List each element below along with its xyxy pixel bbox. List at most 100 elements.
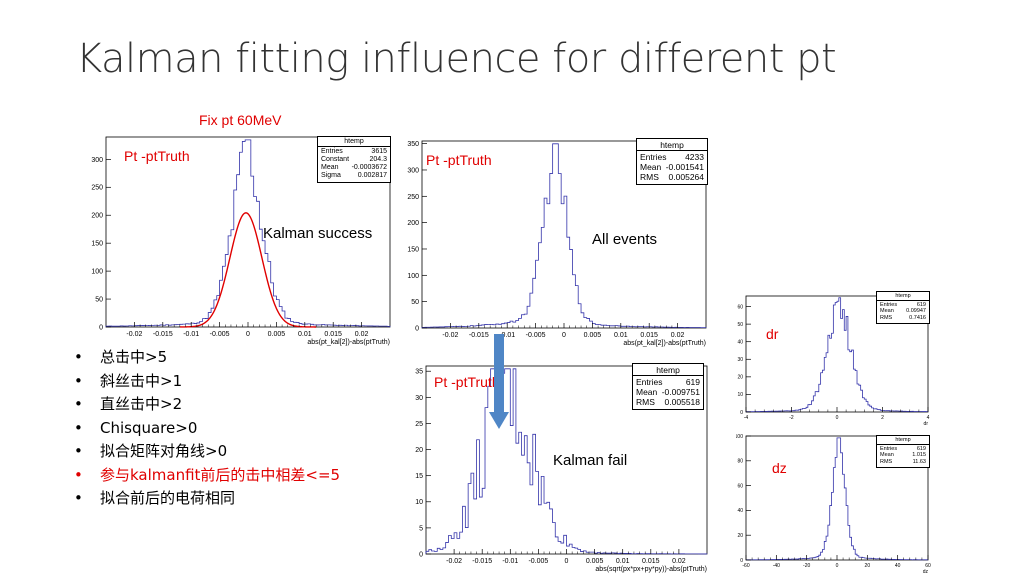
x-tick-label: 0 [246,331,250,338]
plot-all-events: -0.02 -0.015 -0.01 -0.005 0 0.005 0.01 0.015 0.0… [398,137,710,354]
criteria-item: 总击中>5 [72,346,340,370]
criteria-item: 斜丝击中>1 [72,370,340,394]
x-tick-label: 0.02 [355,331,369,338]
x-tick-label: 0 [836,415,839,421]
y-tick-label: 0 [99,324,103,331]
criteria-item: 拟合矩阵对角线>0 [72,440,340,464]
stats-value: 11.63 [912,458,926,465]
stats-row: Mean -0.0003672 [321,164,387,172]
stats-title: htemp [633,365,703,376]
x-tick-label: -0.015 [469,332,489,339]
stats-row: Mean -0.009751 [636,387,700,397]
down-arrow-icon [489,334,509,429]
series-label-all: Pt -ptTruth [426,152,492,168]
stats-key: RMS [636,397,655,407]
histogram-all-events: -0.02 -0.015 -0.01 -0.005 0 0.005 0.01 0.015 0.0… [407,140,707,347]
stats-box-success: htemp Entries 3615 Constant 204.3 Mean -0.0003… [317,136,391,183]
y-tick-label: 100 [736,434,743,440]
stats-value: 0.005264 [668,172,704,182]
y-tick-label: 100 [407,273,419,280]
y-tick-label: 30 [415,395,423,402]
y-tick-label: 50 [737,322,743,328]
y-tick-label: 0 [740,410,743,416]
stats-value: -0.0003672 [351,164,387,171]
y-tick-label: 20 [737,375,743,381]
x-tick-label: 0 [562,332,566,339]
stats-box-dz: htemp Entries 619 Mean 1.015 RMS 11.63 [876,435,930,468]
stats-value: 3615 [371,148,387,155]
x-tick-label: -0.02 [446,558,462,565]
x-tick-label: 4 [927,415,930,421]
series-label-dr: dr [766,326,779,342]
stats-key: Constant [321,156,350,163]
histogram-line [745,437,929,561]
stats-row: Entries 619 [636,377,700,387]
x-tick-label: -0.005 [528,558,548,565]
x-tick-label: 0.005 [584,332,602,339]
x-tick-label: -20 [803,563,810,569]
stats-row: Entries 619 [880,446,926,453]
y-tick-label: 150 [407,246,419,253]
y-tick-label: 10 [415,499,423,506]
y-tick-label: 60 [737,304,743,310]
stats-row: Entries 619 [880,302,926,309]
stats-value: 204.3 [369,156,387,163]
x-tick-label: 2 [881,415,884,421]
stats-value: 1.015 [912,452,926,458]
y-tick-label: 50 [411,299,419,306]
x-tick-label: 0.01 [298,331,312,338]
stats-key: RMS [880,458,893,465]
x-tick-label: 40 [895,563,901,569]
y-tick-label: 350 [407,141,419,148]
y-tick-label: 0 [419,551,423,558]
y-tick-label: 300 [407,167,419,174]
y-tick-label: 200 [91,213,103,220]
stats-value: 0.002817 [357,172,387,179]
x-tick-label: 0.005 [586,558,604,565]
x-tick-label: -0.01 [502,558,518,565]
x-tick-label: -0.01 [499,332,515,339]
criteria-item: 拟合前后的电荷相同 [72,487,340,511]
y-tick-label: 250 [91,185,103,192]
stats-key: Entries [636,377,663,387]
stats-key: Mean [636,387,658,397]
x-tick-label: 0.015 [640,332,658,339]
x-tick-label: 0.02 [672,558,686,565]
plot-kalman-fail: -0.02 -0.015 -0.01 -0.005 0 0.005 0.01 0.015 0.0… [408,360,711,576]
y-tick-label: 0 [740,558,743,564]
x-tick-label: 0.015 [642,558,660,565]
x-tick-label: -0.015 [153,331,173,338]
histogram-kalman-fail: -0.02 -0.015 -0.01 -0.005 0 0.005 0.01 0.015 0.0… [415,365,708,573]
x-tick-label: -0.02 [442,332,458,339]
stats-key: Mean [321,164,339,171]
stats-value: 619 [916,301,926,308]
y-tick-label: 30 [737,357,743,363]
x-tick-label: 0.01 [614,332,628,339]
stats-key: RMS [640,172,659,182]
stats-title: htemp [318,138,390,147]
stats-row: RMS 0.7416 [880,315,926,322]
stats-value: 0.005518 [664,397,700,407]
plot-kalman-success: -0.02 -0.015 -0.01 -0.005 0 0.005 0.01 0.015 0.0… [72,135,394,353]
x-tick-label: -40 [773,563,780,569]
stats-box-all: htemp Entries 4233 Mean -0.001541 RMS 0.005264 [636,138,708,185]
x-axis-label: abs(pt_kal[2])-abs(ptTruth) [307,339,390,346]
histogram-kalman-success: -0.02 -0.015 -0.01 -0.005 0 0.005 0.01 0.015 0.0… [91,136,391,346]
y-tick-label: 35 [415,369,423,376]
x-tick-label: 0.01 [616,558,630,565]
stats-value: 4233 [685,152,704,162]
y-tick-label: 250 [407,194,419,201]
slide-title: Kalman fitting influence for different p… [76,36,837,82]
stats-row: Constant 204.3 [321,156,387,164]
y-tick-label: 50 [95,297,103,304]
series-label-dz: dz [772,460,787,476]
y-tick-label: 60 [737,483,743,489]
x-tick-label: 60 [925,563,931,569]
series-label-fail: Pt -ptTruth [434,374,500,390]
x-tick-label: -60 [742,563,749,569]
x-tick-label: -0.02 [126,331,142,338]
x-tick-label: 0 [565,558,569,565]
y-tick-label: 0 [415,325,419,332]
stats-row: RMS 0.005518 [636,397,700,407]
